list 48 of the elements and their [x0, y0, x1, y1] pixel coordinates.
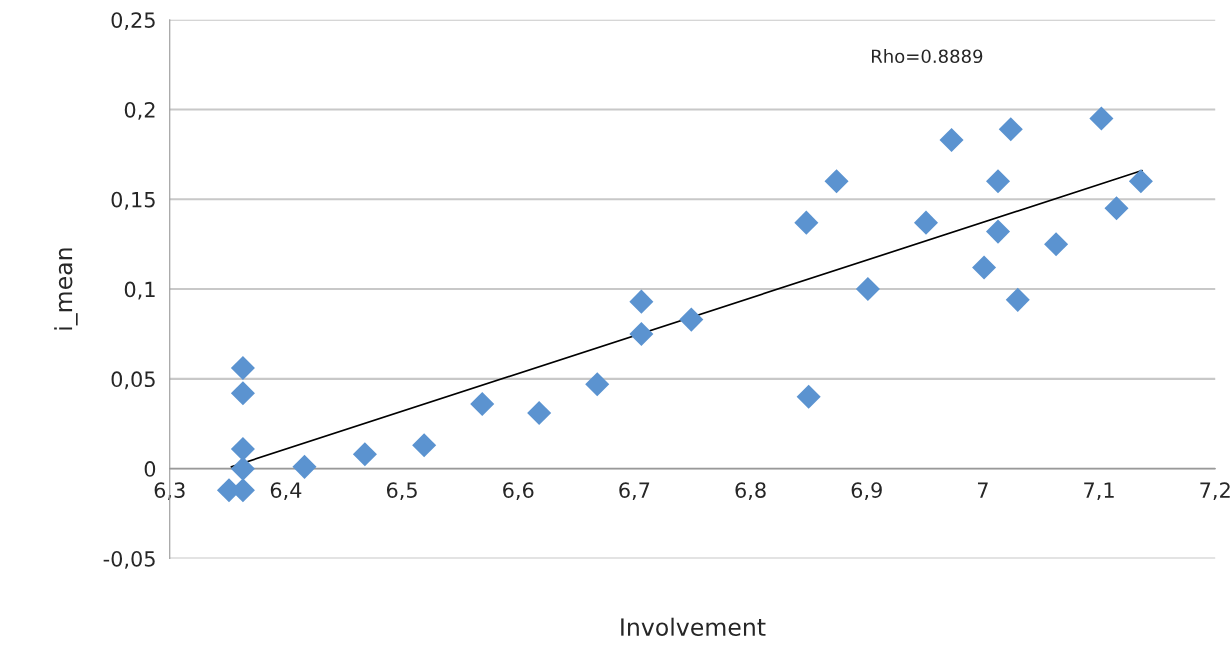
point — [939, 128, 964, 153]
x-tick-label: 6,4 — [270, 482, 302, 501]
point — [794, 210, 819, 235]
x-tick-label: 6,3 — [154, 482, 185, 501]
y-tick-label: 0,25 — [111, 12, 155, 31]
point — [824, 169, 849, 194]
x-tick-label: 6,8 — [735, 482, 766, 501]
point — [585, 372, 610, 397]
point — [230, 381, 255, 406]
annotation: Rho=0.8889 — [872, 49, 983, 64]
point — [998, 117, 1023, 142]
x-tick-label: 7,2 — [1200, 482, 1230, 501]
y-tick-label: 0,15 — [111, 191, 155, 210]
point — [1104, 196, 1129, 221]
point — [527, 400, 552, 426]
x-tick-label: 6,6 — [503, 482, 534, 501]
y-tick-label: 0,1 — [124, 281, 155, 300]
point — [679, 307, 704, 332]
y-axis-title: i_mean — [54, 248, 78, 330]
point — [855, 277, 880, 302]
point — [913, 210, 939, 235]
point — [629, 289, 654, 314]
point — [352, 442, 377, 467]
y-tick-label: -0,05 — [103, 550, 155, 569]
point — [1005, 287, 1030, 312]
x-axis-title: Involvement — [621, 617, 766, 636]
point — [1089, 106, 1114, 131]
point — [1128, 169, 1153, 194]
point — [412, 433, 437, 458]
y-tick-label: 0 — [144, 461, 156, 477]
point — [985, 169, 1011, 194]
y-tick-label: 0,05 — [111, 371, 155, 390]
x-tick-label: 7 — [977, 482, 988, 498]
point — [629, 321, 654, 346]
point — [796, 384, 821, 409]
point — [972, 255, 997, 280]
x-tick-label: 6,7 — [619, 482, 650, 501]
x-tick-label: 6,9 — [851, 482, 882, 501]
point — [230, 436, 255, 461]
point — [470, 391, 495, 417]
y-tick-label: 0,2 — [124, 101, 155, 120]
x-tick-label: 6,5 — [386, 482, 417, 501]
x-tick-label: 7,1 — [1084, 482, 1114, 501]
point — [230, 456, 255, 481]
point — [985, 219, 1011, 244]
point — [230, 356, 255, 381]
point — [1044, 232, 1069, 257]
point — [292, 454, 317, 479]
